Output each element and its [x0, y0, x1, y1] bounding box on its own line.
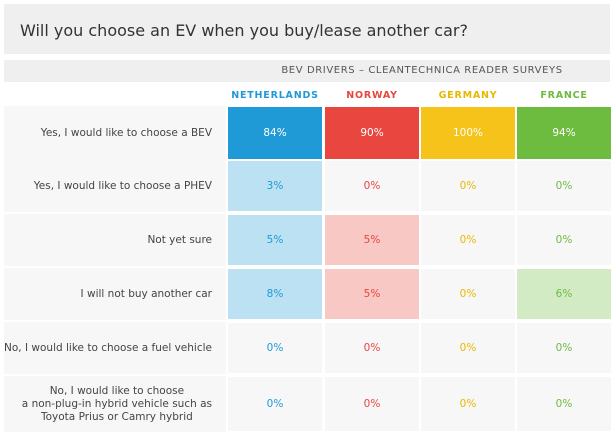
row-label: Not yet sure — [4, 214, 212, 266]
table-cell: 0% — [517, 323, 611, 373]
table-cell: 0% — [421, 269, 515, 319]
table-cell: 0% — [421, 161, 515, 211]
table-cell: 0% — [325, 377, 419, 431]
table-cell: 0% — [517, 215, 611, 265]
subtitle-bar: BEV DRIVERS – CLEANTECHNICA READER SURVE… — [4, 60, 610, 82]
table-cell: 94% — [517, 107, 611, 159]
table-cell: 5% — [228, 215, 322, 265]
row-label-background — [4, 322, 226, 374]
table-cell: 0% — [228, 377, 322, 431]
table-cell: 0% — [421, 215, 515, 265]
table-cell: 0% — [325, 161, 419, 211]
table-cell: 90% — [325, 107, 419, 159]
row-label-text: No, I would like to choose a fuel vehicl… — [4, 341, 212, 354]
row-label-text: Yes, I would like to choose a PHEV — [33, 179, 212, 192]
table-cell: 8% — [228, 269, 322, 319]
chart-title: Will you choose an EV when you buy/lease… — [20, 21, 468, 40]
row-label-text: Not yet sure — [147, 233, 212, 246]
table-cell: 6% — [517, 269, 611, 319]
row-label: No, I would like to choose a fuel vehicl… — [4, 322, 212, 374]
table-cell: 0% — [325, 323, 419, 373]
table-cell: 0% — [517, 161, 611, 211]
table-cell: 3% — [228, 161, 322, 211]
column-header-germany: GERMANY — [438, 90, 498, 101]
row-label-background — [4, 160, 226, 212]
table-cell: 0% — [228, 323, 322, 373]
table-cell: 100% — [421, 107, 515, 159]
row-label: Yes, I would like to choose a PHEV — [4, 160, 212, 212]
row-label-background — [4, 214, 226, 266]
row-label: I will not buy another car — [4, 268, 212, 320]
column-header-netherlands: NETHERLANDS — [231, 90, 319, 101]
column-header-norway: NORWAY — [346, 90, 398, 101]
table-cell: 5% — [325, 269, 419, 319]
title-bar: Will you choose an EV when you buy/lease… — [4, 4, 610, 54]
table-cell: 84% — [228, 107, 322, 159]
chart-subtitle: BEV DRIVERS – CLEANTECHNICA READER SURVE… — [281, 65, 563, 76]
column-header-france: FRANCE — [540, 90, 588, 101]
table-cell: 0% — [517, 377, 611, 431]
row-label-text: Yes, I would like to choose a BEV — [40, 126, 212, 139]
table-cell: 0% — [421, 377, 515, 431]
row-label-background — [4, 106, 226, 160]
row-label-text: I will not buy another car — [80, 287, 212, 300]
row-label-background — [4, 376, 226, 432]
row-label-text: No, I would like to choose a non-plug-in … — [21, 384, 212, 423]
row-label: No, I would like to choose a non-plug-in … — [4, 376, 212, 432]
row-label-background — [4, 268, 226, 320]
row-label: Yes, I would like to choose a BEV — [4, 106, 212, 160]
table-cell: 0% — [421, 323, 515, 373]
table-cell: 5% — [325, 215, 419, 265]
